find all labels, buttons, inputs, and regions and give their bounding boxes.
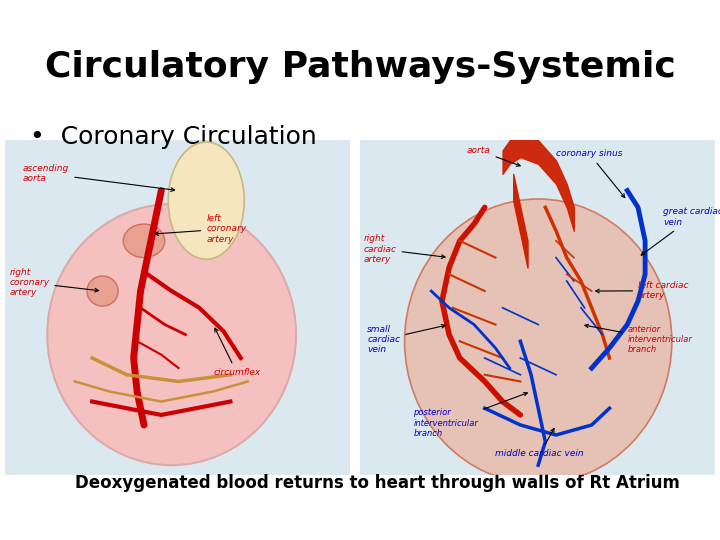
Text: •  Coronary Circulation: • Coronary Circulation [30, 125, 317, 149]
Ellipse shape [48, 204, 296, 465]
Text: Deoxygenated blood returns to heart through walls of Rt Atrium: Deoxygenated blood returns to heart thro… [75, 474, 680, 492]
Text: right
coronary
artery: right coronary artery [9, 268, 99, 298]
Text: ascending
aorta: ascending aorta [23, 164, 174, 192]
Text: left
coronary
artery: left coronary artery [155, 214, 246, 244]
Ellipse shape [123, 224, 165, 258]
Ellipse shape [87, 276, 118, 306]
Text: great cardiac
vein: great cardiac vein [642, 207, 720, 255]
Text: posterior
interventricular
branch: posterior interventricular branch [413, 393, 527, 438]
Text: small
cardiac
vein: small cardiac vein [367, 325, 445, 354]
Ellipse shape [168, 142, 244, 259]
Text: anterior
interventricular
branch: anterior interventricular branch [585, 324, 692, 354]
Ellipse shape [405, 199, 672, 484]
Text: aorta: aorta [467, 146, 520, 166]
Text: right
cardiac
artery: right cardiac artery [364, 234, 445, 264]
FancyBboxPatch shape [360, 140, 715, 475]
Text: circumflex: circumflex [213, 328, 261, 377]
FancyBboxPatch shape [5, 140, 350, 475]
Text: Circulatory Pathways-Systemic: Circulatory Pathways-Systemic [45, 50, 675, 84]
Text: coronary sinus: coronary sinus [556, 149, 625, 198]
Text: left cardiac
artery: left cardiac artery [595, 281, 688, 300]
Text: middle cardiac vein: middle cardiac vein [495, 428, 584, 458]
